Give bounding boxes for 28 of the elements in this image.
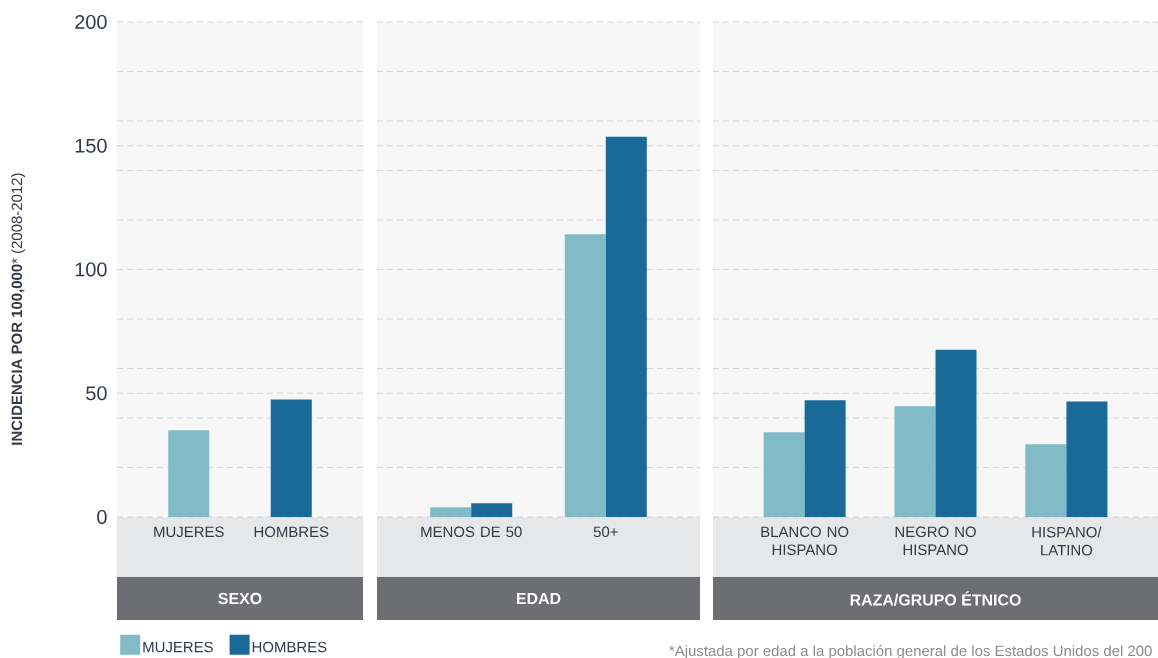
y-tick-label: 100 (75, 262, 107, 277)
bar (471, 503, 513, 517)
x-axis-title: SEXO (218, 592, 262, 605)
bar (1025, 444, 1067, 517)
x-tick-label: NEGRO NO HISPANO (895, 526, 976, 556)
x-tick-label: 50+ (593, 526, 618, 538)
bar (430, 507, 472, 517)
y-tick-label: 0 (97, 509, 107, 525)
x-tick-label: MENOS DE 50 (421, 526, 522, 538)
bar (1066, 401, 1108, 517)
y-tick-label: 50 (86, 386, 107, 401)
y-tick-label: 150 (75, 138, 107, 153)
bar (894, 406, 936, 517)
bar (935, 349, 977, 517)
legend-label: MUJERES (143, 641, 213, 653)
y-axis-title: INCIDENCIA POR 100,000* (2008-2012) (11, 173, 26, 445)
legend-label: HOMBRES (252, 641, 327, 653)
x-axis-title: RAZA/GRUPO ÉTNICO (850, 591, 1021, 606)
y-tick-label: 200 (75, 14, 107, 30)
x-tick-label: HOMBRES (254, 526, 329, 538)
x-tick-label: MUJERES (154, 526, 224, 538)
bar (763, 432, 805, 517)
x-tick-label: BLANCO NO HISPANO (761, 526, 849, 556)
bar (804, 400, 846, 517)
x-tick-label: HISPANO/ LATINO (1032, 526, 1102, 556)
bar (605, 136, 647, 517)
x-axis-title: EDAD (516, 593, 561, 604)
bar (564, 234, 606, 517)
